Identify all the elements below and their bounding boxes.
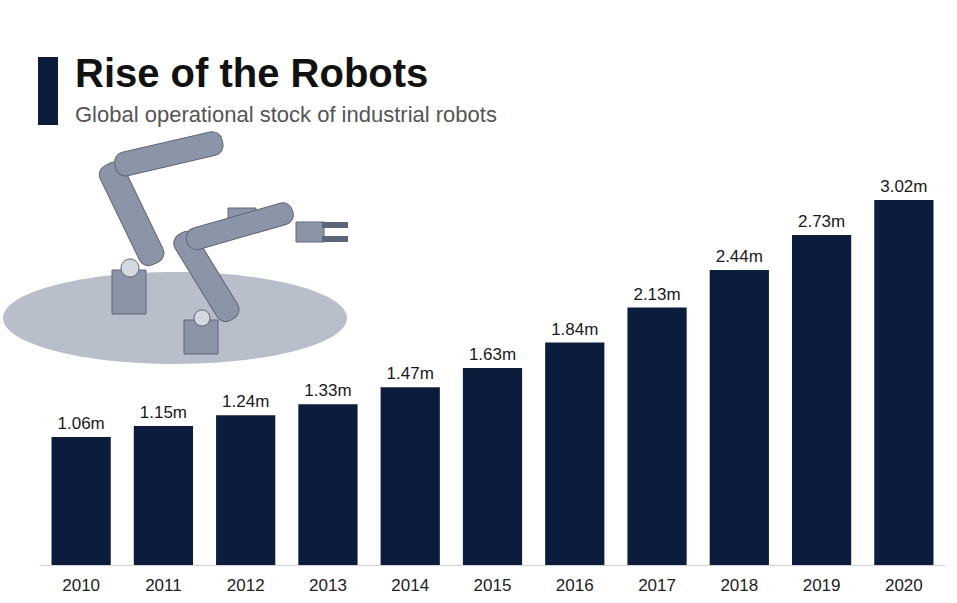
svg-text:1.06m: 1.06m (58, 414, 105, 433)
svg-text:1.63m: 1.63m (469, 345, 516, 364)
svg-text:1.47m: 1.47m (387, 364, 434, 383)
svg-text:2015: 2015 (474, 576, 512, 595)
svg-text:3.02m: 3.02m (880, 177, 927, 196)
svg-text:2013: 2013 (309, 576, 347, 595)
svg-text:2019: 2019 (803, 576, 841, 595)
svg-text:2011: 2011 (145, 576, 182, 595)
svg-text:2.73m: 2.73m (798, 212, 845, 231)
svg-text:2020: 2020 (885, 576, 923, 595)
svg-text:2017: 2017 (638, 576, 676, 595)
svg-text:1.24m: 1.24m (222, 392, 269, 411)
svg-text:1.33m: 1.33m (304, 381, 351, 400)
svg-text:2.13m: 2.13m (633, 285, 680, 304)
svg-text:2010: 2010 (62, 576, 100, 595)
svg-text:2016: 2016 (556, 576, 594, 595)
svg-text:Global operational stock of in: Global operational stock of industrial r… (75, 102, 497, 127)
svg-text:1.15m: 1.15m (140, 403, 187, 422)
svg-text:2014: 2014 (391, 576, 429, 595)
svg-text:2018: 2018 (720, 576, 758, 595)
svg-text:Rise of the Robots: Rise of the Robots (75, 51, 428, 95)
svg-text:2.44m: 2.44m (716, 247, 763, 266)
svg-text:2012: 2012 (227, 576, 265, 595)
svg-text:1.84m: 1.84m (551, 320, 598, 339)
